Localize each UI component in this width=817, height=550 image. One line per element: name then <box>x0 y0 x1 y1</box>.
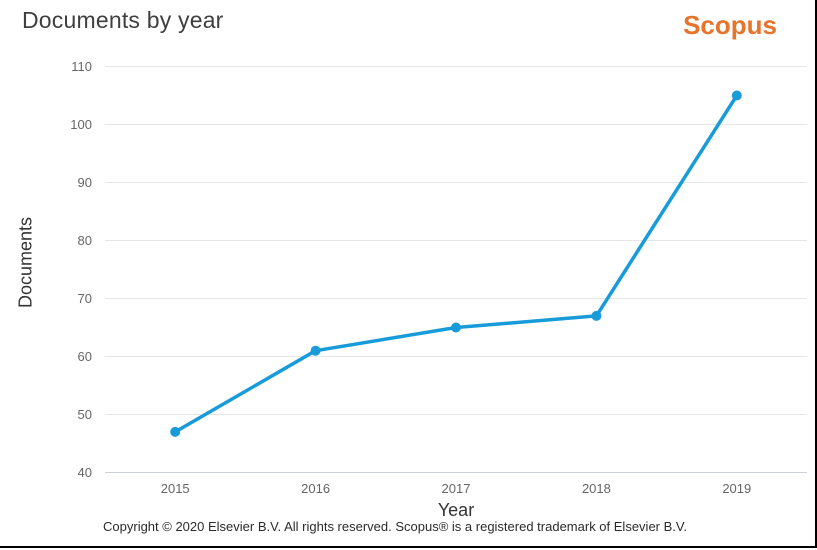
x-tick-label: 2017 <box>442 481 471 496</box>
y-tick-label: 80 <box>78 233 92 248</box>
x-tick-label: 2015 <box>161 481 190 496</box>
y-tick-label: 40 <box>78 465 92 480</box>
y-tick-label: 100 <box>70 117 92 132</box>
data-point-2016[interactable] <box>310 345 321 356</box>
y-tick-label: 90 <box>78 175 92 190</box>
scopus-logo[interactable]: Scopus <box>683 10 777 40</box>
x-axis-title: Year <box>437 500 475 520</box>
x-tick-label: 2018 <box>582 481 611 496</box>
chart-title: Documents by year <box>22 7 224 33</box>
y-tick-label: 50 <box>78 407 92 422</box>
x-tick-label: 2019 <box>722 481 751 496</box>
y-tick-label: 60 <box>78 349 92 364</box>
data-point-2019[interactable] <box>731 90 742 101</box>
data-point-2017[interactable] <box>451 322 461 333</box>
x-tick-label: 2016 <box>301 481 330 496</box>
y-tick-label: 110 <box>71 59 92 74</box>
y-tick-label: 70 <box>78 291 92 306</box>
data-point-2015[interactable] <box>170 426 181 437</box>
copyright-notice: Copyright © 2020 Elsevier B.V. All right… <box>103 519 687 534</box>
data-point-2018[interactable] <box>591 310 602 321</box>
y-axis-title: Documents <box>15 216 36 309</box>
series-line-documents <box>173 93 739 434</box>
